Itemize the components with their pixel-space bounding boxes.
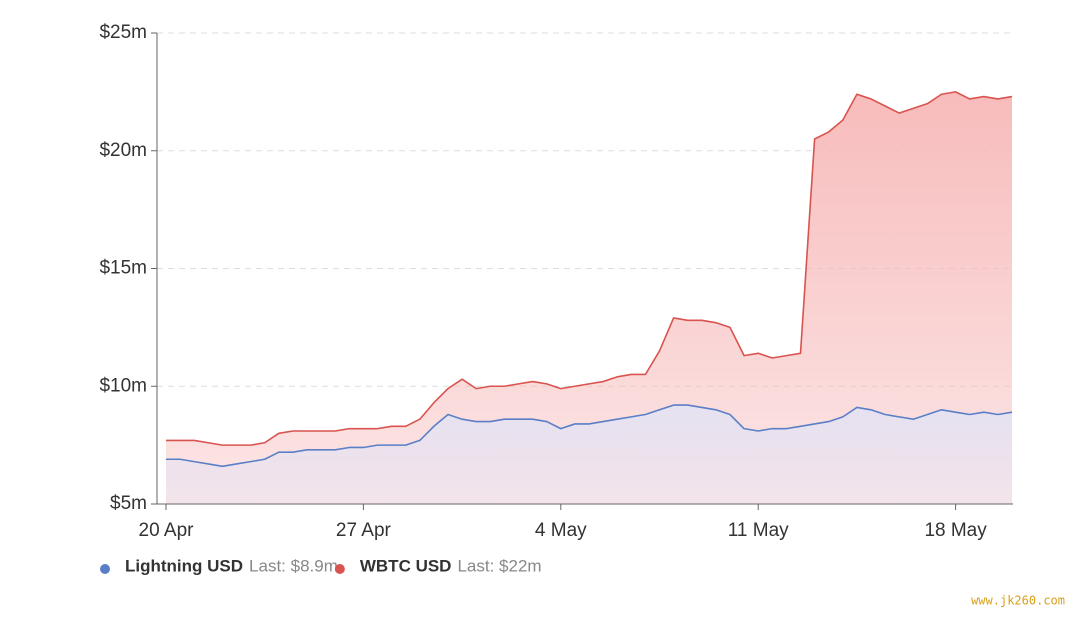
y-tick-label: $10m	[99, 375, 147, 396]
y-tick-label: $20m	[99, 140, 147, 161]
x-tick-label: 20 Apr	[139, 520, 195, 541]
x-tick-label: 18 May	[924, 520, 987, 541]
legend-last: Last: $8.9m	[249, 556, 338, 575]
watermark: www.jk260.com	[971, 594, 1065, 608]
legend-marker	[334, 564, 345, 574]
y-tick-label: $15m	[99, 258, 147, 279]
x-tick-label: 11 May	[728, 520, 789, 541]
line	[166, 404, 1013, 468]
legend-label: WBTC USD	[360, 556, 452, 575]
legend-last: Last: $22m	[457, 556, 541, 575]
area	[166, 405, 1012, 504]
legend-marker	[100, 564, 110, 574]
y-tick-label: $25m	[99, 22, 147, 43]
x-tick-label: 27 Apr	[336, 520, 392, 541]
y-tick-label: $5m	[110, 493, 147, 514]
area	[166, 91, 1012, 504]
legend-label: Lightning USD	[125, 556, 243, 575]
x-tick-label: 4 May	[535, 520, 587, 541]
line	[166, 91, 1013, 446]
